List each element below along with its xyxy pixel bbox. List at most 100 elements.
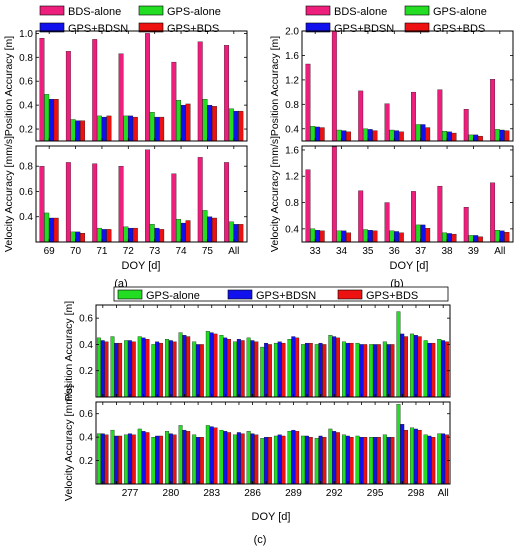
bar-gps-alone	[301, 344, 306, 398]
bar-bds-alone	[411, 191, 416, 243]
bar-gps-bds	[132, 227, 138, 243]
bar-gps-alone	[219, 335, 224, 398]
bar-gps-alone	[219, 429, 224, 485]
bar-gps-bds	[478, 135, 483, 142]
bar-gps-alone	[233, 341, 238, 398]
legend-label: GPS-alone	[146, 290, 200, 302]
y-tick-label: 0.2	[19, 125, 33, 136]
bar-gps-bdsn	[154, 227, 160, 243]
bar-gps-bds	[238, 110, 244, 142]
bar-gps-bds	[227, 339, 232, 398]
bar-gps-bds	[349, 436, 354, 485]
bar-gps-bdsn	[413, 428, 418, 485]
bar-gps-bdsn	[223, 337, 228, 398]
y-tick-label: 1.6	[285, 51, 299, 62]
bar-gps-bdsn	[373, 436, 377, 485]
bar-bds-alone	[490, 79, 496, 142]
bar-gps-alone	[165, 431, 169, 485]
bar-gps-alone	[369, 344, 374, 398]
legend-swatch	[337, 289, 363, 300]
bar-gps-bdsn	[250, 340, 255, 398]
bar-gps-bds	[185, 103, 191, 142]
y-tick-label: 0.8	[19, 162, 33, 173]
y-axis-label: Position Accuracy [m]	[269, 36, 281, 136]
bar-gps-bdsn	[367, 129, 373, 142]
bar-gps-bds	[159, 116, 165, 142]
bar-gps-bdsn	[101, 229, 107, 243]
x-tick-label: 283	[203, 488, 220, 499]
bar-gps-bds	[319, 230, 325, 243]
bar-gps-bds	[281, 342, 286, 398]
bar-gps-bds	[159, 229, 165, 243]
bar-bds-alone	[358, 90, 364, 142]
y-tick-label: 0.4	[79, 340, 93, 351]
x-tick-label: All	[494, 246, 505, 257]
bar-gps-bds	[213, 333, 218, 398]
x-axis-label: DOY [d]	[252, 511, 291, 523]
bar-gps-bdsn	[446, 131, 452, 142]
bar-gps-bdsn	[386, 344, 391, 398]
legend-label: GPS-alone	[167, 6, 221, 18]
bar-gps-alone	[151, 344, 156, 398]
bar-bds-alone	[384, 202, 390, 243]
bar-gps-bdsn	[359, 436, 364, 485]
plot-frame	[95, 401, 451, 485]
bar-gps-bds	[53, 217, 59, 243]
bar-bds-alone	[39, 166, 45, 243]
bar-gps-bds	[240, 340, 245, 398]
bar-gps-alone	[149, 112, 155, 142]
bar-gps-bdsn	[182, 429, 187, 485]
bar-gps-bdsn	[315, 126, 320, 142]
bar-gps-alone	[97, 227, 102, 243]
bar-gps-bds	[376, 436, 381, 485]
bar-gps-bds	[398, 131, 404, 142]
bar-gps-bds	[478, 236, 483, 243]
legend-swatch	[39, 22, 65, 33]
bar-gps-bdsn	[250, 433, 255, 485]
bar-gps-bdsn	[420, 224, 426, 243]
bar-bds-alone	[490, 182, 496, 243]
y-axis-label: Position Accuracy [m]	[3, 36, 15, 136]
bar-gps-bdsn	[345, 342, 350, 398]
x-tick-label: 73	[149, 246, 161, 257]
bar-gps-bds	[267, 436, 272, 485]
bar-gps-bds	[118, 435, 123, 485]
bar-gps-alone	[178, 425, 183, 485]
bar-gps-bds	[80, 233, 86, 243]
bar-gps-bdsn	[473, 134, 479, 142]
bar-bds-alone	[411, 91, 416, 142]
bar-gps-bdsn	[386, 436, 391, 485]
bar-gps-bdsn	[114, 342, 119, 398]
bar-gps-bds	[295, 431, 300, 485]
bar-gps-bdsn	[141, 431, 146, 485]
bar-gps-bdsn	[114, 435, 119, 485]
x-tick-label: 33	[310, 246, 322, 257]
bar-gps-alone	[468, 134, 474, 142]
bar-gps-alone	[328, 335, 333, 398]
bar-gps-bdsn	[291, 429, 296, 485]
x-tick-label: 37	[415, 246, 427, 257]
bar-bds-alone	[171, 173, 177, 243]
bar-gps-bdsn	[155, 435, 160, 485]
bar-gps-bds	[372, 230, 378, 243]
bar-gps-alone	[70, 231, 76, 243]
bar-gps-bdsn	[400, 424, 405, 485]
bar-gps-bds	[319, 127, 325, 142]
y-tick-label: 1.6	[285, 145, 299, 156]
bar-gps-alone	[110, 336, 115, 398]
bar-gps-bds	[431, 436, 436, 485]
bar-bds-alone	[384, 103, 390, 142]
bar-bds-alone	[437, 185, 443, 243]
bar-gps-bdsn	[127, 433, 132, 485]
y-tick-label: 0.2	[79, 366, 93, 377]
bar-gps-alone	[423, 340, 428, 398]
bar-gps-alone	[273, 435, 278, 485]
x-tick-label: 34	[336, 246, 348, 257]
bar-gps-bdsn	[236, 339, 241, 398]
x-tick-label: 298	[408, 488, 425, 499]
y-axis-label: Position Accuracy [m]	[63, 301, 75, 401]
bar-gps-bdsn	[318, 435, 323, 485]
bar-gps-bds	[106, 229, 112, 243]
bar-gps-bdsn	[168, 433, 173, 485]
bar-gps-bdsn	[196, 436, 200, 485]
